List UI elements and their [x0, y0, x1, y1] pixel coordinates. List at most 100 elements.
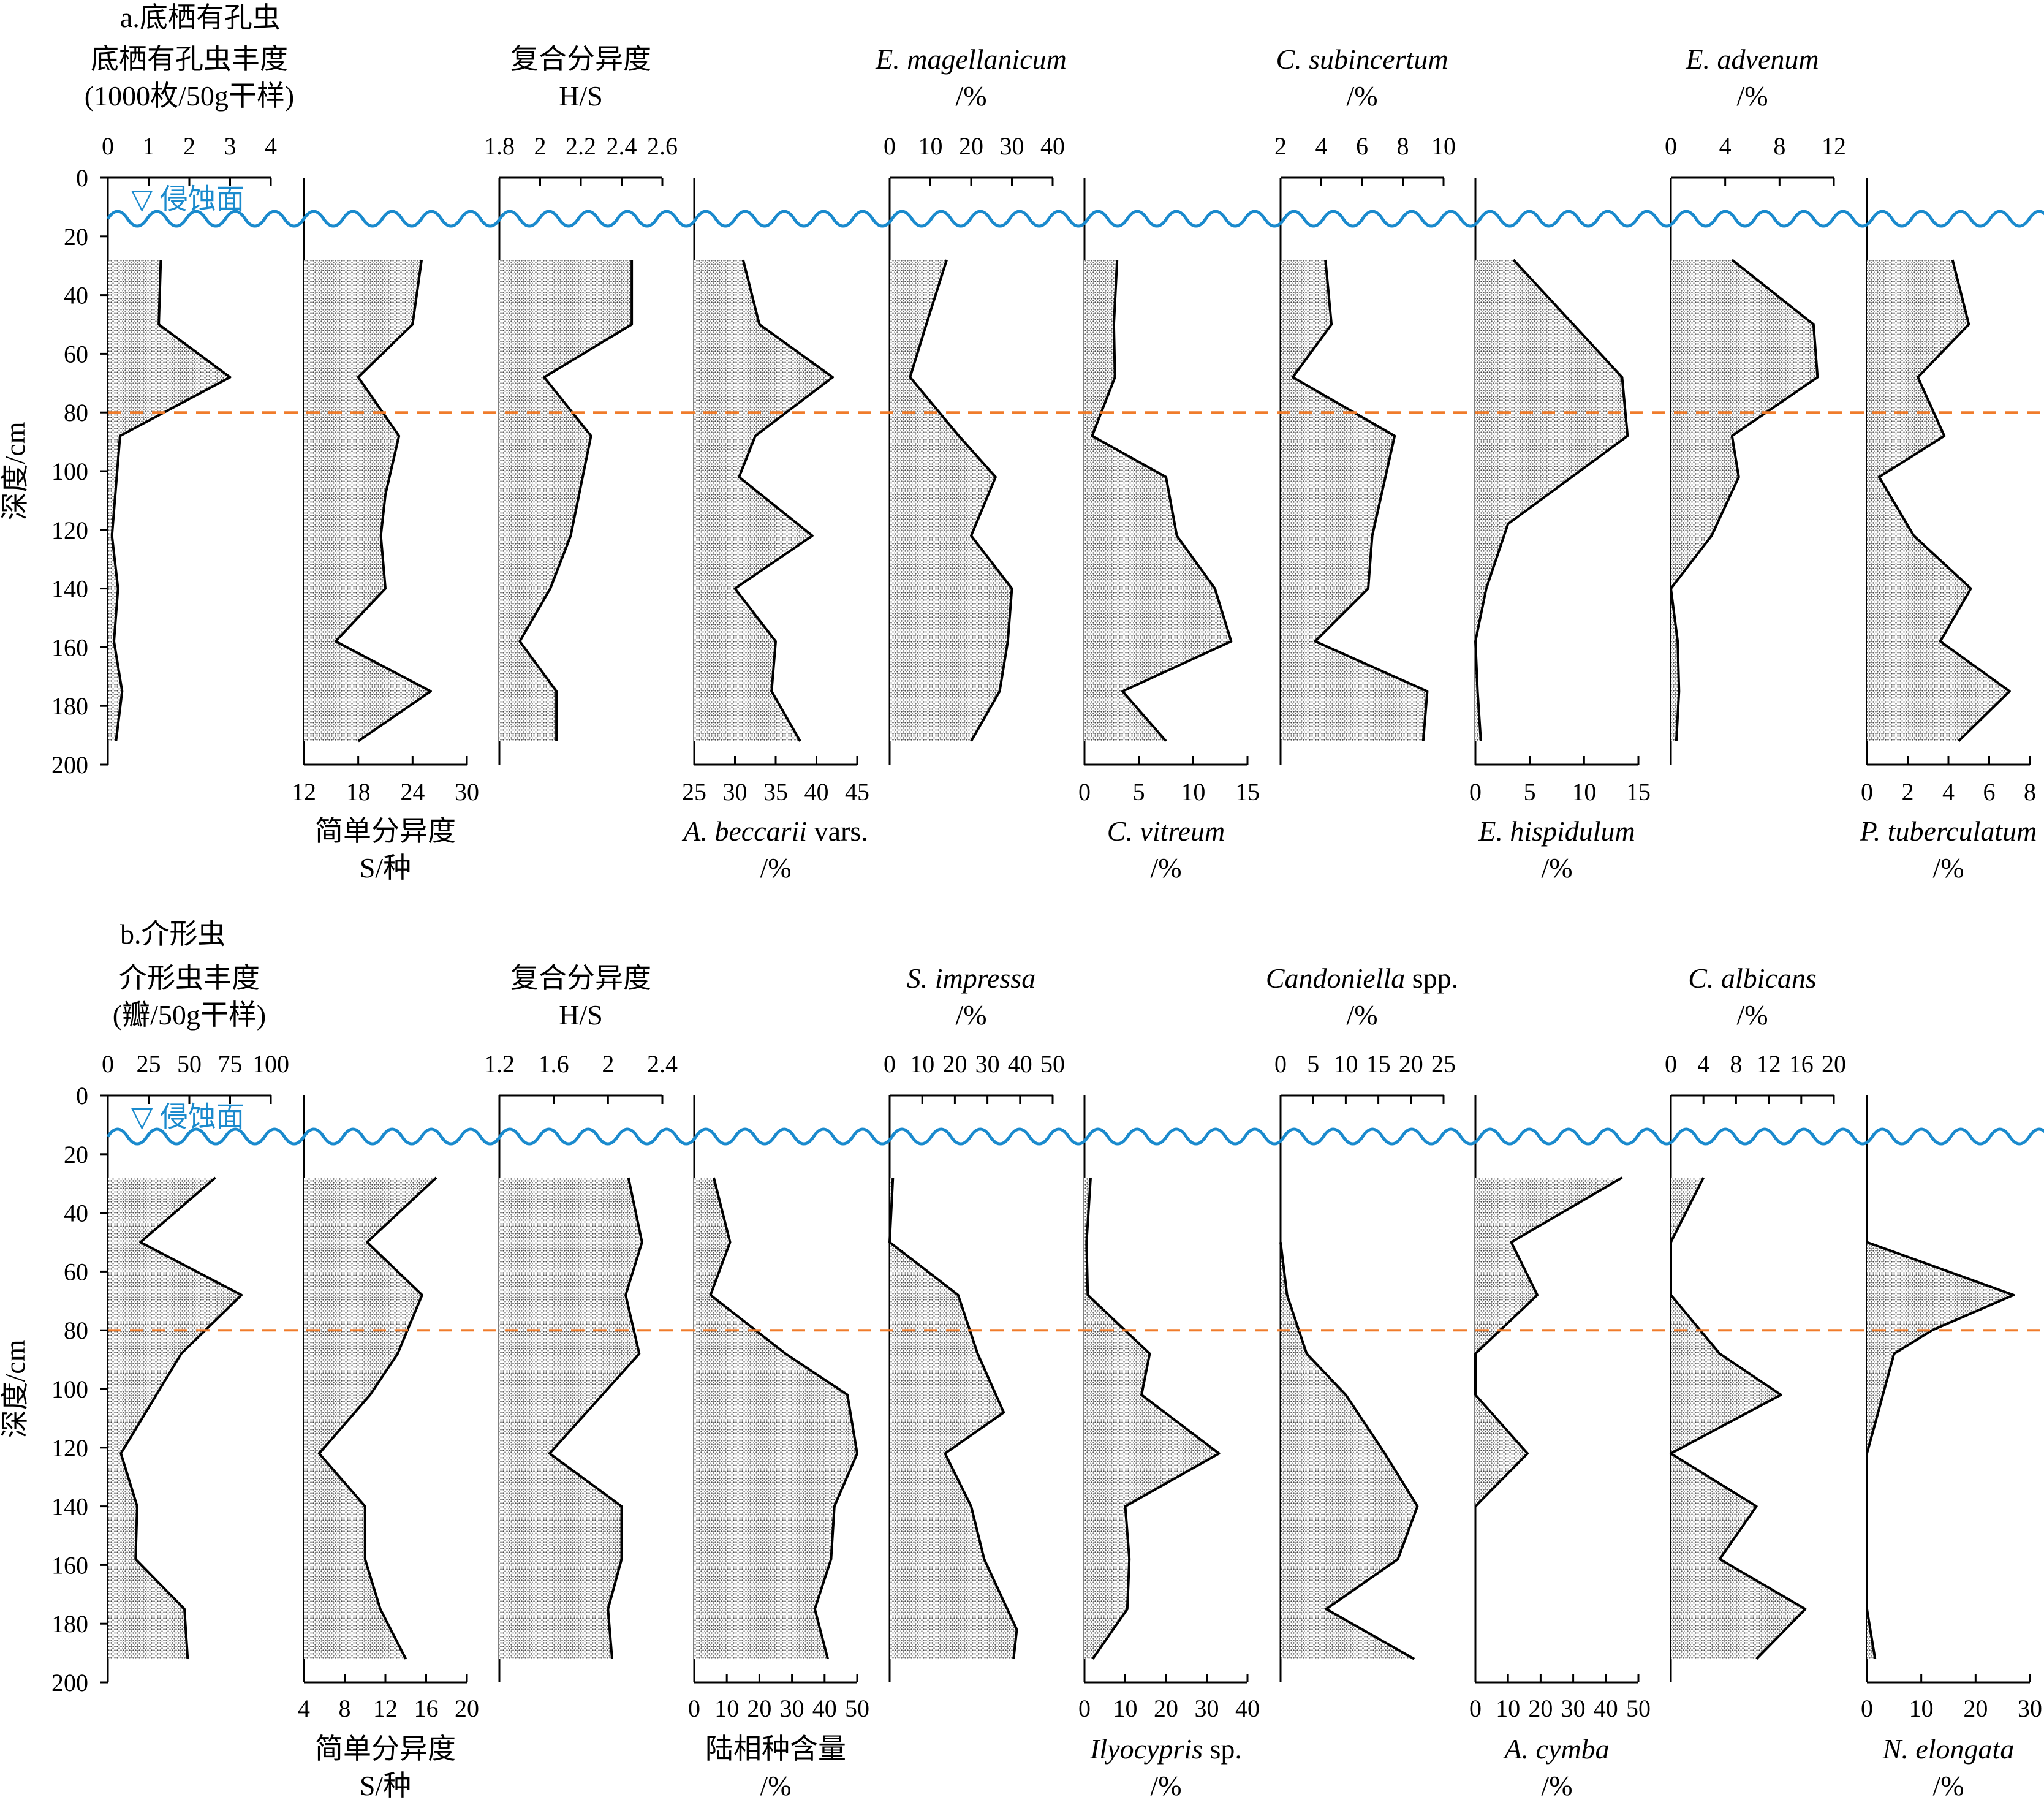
series-unit: /%	[760, 1770, 791, 1801]
series-label: N. elongata	[1882, 1733, 2015, 1765]
value-tick-label: 2.4	[647, 1050, 678, 1078]
series-fill	[1084, 1178, 1219, 1659]
value-tick-label: 15	[1235, 778, 1260, 806]
depth-tick-label: 100	[51, 458, 88, 485]
series-label: A. beccarii vars.	[681, 815, 868, 847]
column-5: 0 10 20 30 40 Ilyocypris sp. /%	[1078, 1095, 1260, 1801]
value-tick-label: 16	[414, 1695, 439, 1722]
depth-tick-label: 120	[51, 1434, 88, 1462]
depth-tick-label: 80	[64, 399, 88, 426]
series-fill	[1867, 260, 2010, 741]
value-tick-label: 25	[682, 778, 706, 806]
series-label: 陆相种含量	[705, 1733, 846, 1765]
value-tick-label: 25	[137, 1050, 161, 1078]
series-unit: /%	[955, 999, 986, 1031]
value-tick-label: 4	[1315, 132, 1328, 160]
series-label: A. cymba	[1502, 1733, 1609, 1765]
value-tick-label: 24	[400, 778, 425, 806]
series-unit: /%	[1541, 1770, 1572, 1801]
erosion-surface-label: ▽ 侵蚀面	[131, 1101, 244, 1132]
series-fill	[1281, 260, 1428, 741]
column-9: 0 10 20 30N. elongata /%	[1861, 1095, 2042, 1801]
series-label: Candoniella spp.	[1266, 963, 1458, 994]
value-tick-label: 50	[177, 1050, 202, 1078]
panel-title: a.底栖有孔虫	[120, 2, 281, 33]
value-tick-label: 50	[845, 1695, 869, 1722]
series-line	[334, 259, 432, 743]
series-fill	[304, 260, 431, 741]
series-fill	[499, 260, 632, 741]
column-2: 1.8 2 2.2 2.4 2.6 复合分异度 H/S	[484, 43, 678, 765]
column-7: 0 5 10 15 E. hispidulum /%	[1469, 178, 1651, 883]
value-tick-label: 10	[1113, 1695, 1138, 1722]
value-tick-label: 20	[1963, 1695, 1988, 1722]
value-tick-label: 0	[102, 132, 114, 160]
value-tick-label: 5	[1524, 778, 1536, 806]
value-tick-label: 8	[1397, 132, 1409, 160]
value-tick-label: 2	[1902, 778, 1914, 806]
value-tick-label: 40	[1008, 1050, 1032, 1078]
series-label: C. subincertum	[1276, 43, 1448, 75]
series-fill	[1281, 1242, 1418, 1659]
column-0: 0 1 2 3 4 底栖有孔虫丰度 (1000枚/50g干样)	[85, 43, 294, 765]
series-line	[709, 1177, 858, 1660]
series-fill	[694, 260, 833, 741]
series-fill	[890, 1178, 1017, 1659]
value-tick-label: 35	[763, 778, 788, 806]
series-label: E. hispidulum	[1478, 815, 1635, 847]
series-label: 复合分异度	[510, 43, 651, 75]
series-line	[1474, 1176, 1623, 1508]
column-6: 2 4 6 8 10 C. subincertum /%	[1274, 43, 1456, 765]
depth-tick-label: 180	[51, 1610, 88, 1638]
series-unit: /%	[1346, 80, 1377, 112]
series-fill	[1475, 1178, 1622, 1507]
series-line	[1866, 1241, 2015, 1660]
value-tick-label: 16	[1789, 1050, 1814, 1078]
value-tick-label: 10	[1431, 132, 1456, 160]
value-tick-label: 0	[1861, 778, 1873, 806]
value-tick-label: 40	[1040, 132, 1065, 160]
value-tick-label: 1.8	[484, 132, 515, 160]
series-fill	[890, 260, 1012, 741]
depth-tick-label: 140	[51, 1493, 88, 1521]
depth-tick-label: 200	[51, 1669, 88, 1696]
series-line	[548, 1177, 643, 1659]
erosion-surface-line	[106, 1127, 2044, 1146]
column-1: 12 18 24 30 简单分异度 S/种	[292, 178, 479, 883]
column-3: 0 10 20 30 40 50 陆相种含量 /%	[688, 1095, 869, 1801]
series-unit: /%	[1932, 852, 1964, 883]
value-tick-label: 30	[975, 1050, 1000, 1078]
depth-tick-label: 40	[64, 282, 88, 309]
value-tick-label: 0	[102, 1050, 114, 1078]
series-label: 复合分异度	[510, 963, 651, 994]
series-line	[518, 260, 634, 741]
column-3: 25 30 35 40 45 A. beccarii vars. /%	[681, 178, 869, 883]
erosion-surface-line	[106, 210, 2044, 228]
value-tick-label: 30	[1195, 1695, 1219, 1722]
value-tick-label: 20	[959, 132, 983, 160]
value-tick-label: 8	[1730, 1050, 1742, 1078]
series-unit: /%	[1150, 1770, 1181, 1801]
series-fill	[499, 1178, 642, 1659]
value-tick-label: 4	[298, 1695, 310, 1722]
value-tick-label: 40	[804, 778, 829, 806]
value-tick-label: 4	[265, 132, 277, 160]
value-tick-label: 30	[1561, 1695, 1586, 1722]
value-tick-label: 2	[183, 132, 195, 160]
value-tick-label: 4	[1697, 1050, 1709, 1078]
value-tick-label: 50	[1040, 1050, 1065, 1078]
series-fill	[1475, 260, 1628, 741]
depth-tick-label: 160	[51, 634, 88, 661]
value-tick-label: 20	[1154, 1695, 1178, 1722]
value-tick-label: 3	[224, 132, 237, 160]
depth-tick-label: 200	[51, 751, 88, 779]
value-tick-label: 2	[1274, 132, 1287, 160]
depth-tick-label: 20	[64, 1141, 88, 1168]
series-label: P. tuberculatum	[1860, 815, 2037, 847]
value-tick-label: 4	[1719, 132, 1732, 160]
value-tick-label: 0	[1469, 778, 1482, 806]
value-tick-label: 40	[812, 1695, 837, 1722]
series-label: C. vitreum	[1107, 815, 1225, 847]
